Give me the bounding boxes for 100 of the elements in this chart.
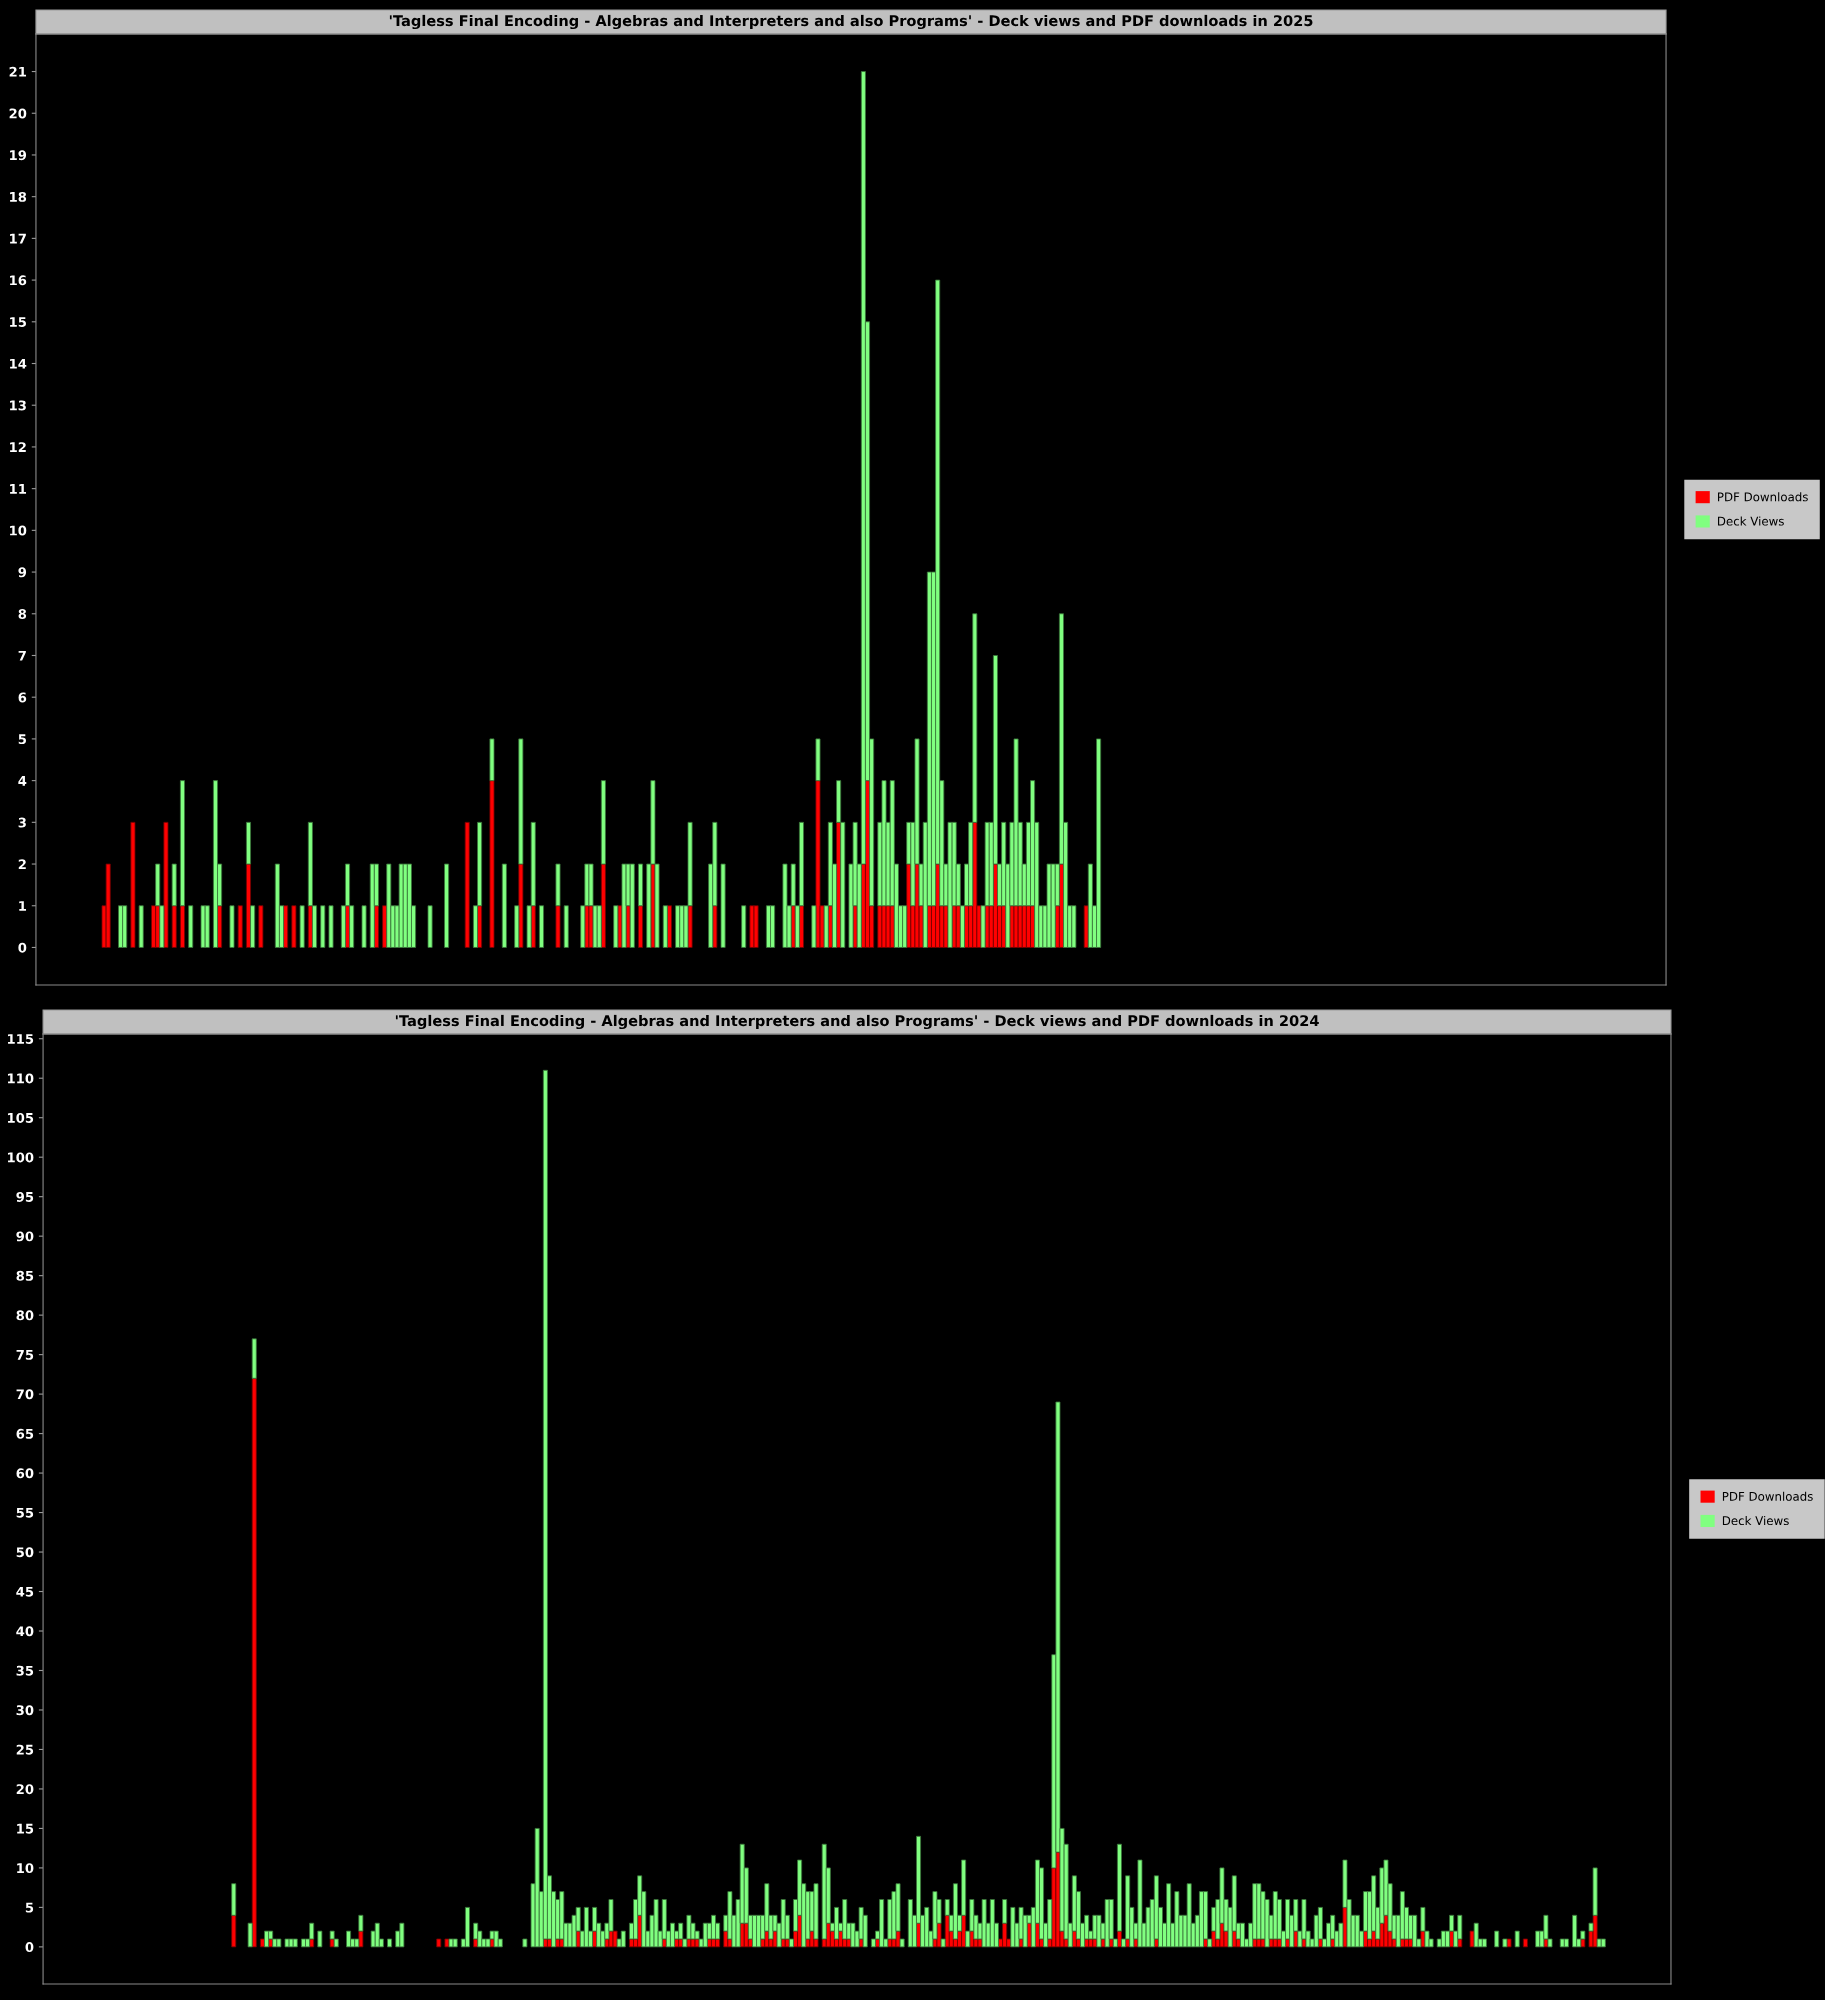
bar — [122, 905, 128, 948]
bar — [972, 821, 978, 948]
bar — [328, 905, 334, 948]
bar — [1240, 1922, 1245, 1948]
y-tick-label: 25 — [16, 1744, 34, 1755]
bar — [489, 780, 495, 948]
bar — [1116, 1843, 1122, 1932]
y-tick-label: 12 — [10, 442, 26, 452]
bar — [329, 1938, 335, 1948]
bar — [387, 1938, 393, 1948]
bar — [981, 1899, 987, 1948]
bar — [258, 905, 264, 948]
bar — [1186, 1883, 1192, 1948]
bar — [741, 905, 747, 948]
bar — [444, 1938, 450, 1948]
bar — [1050, 863, 1056, 948]
bar — [947, 821, 953, 948]
bar — [924, 1906, 930, 1948]
bar — [105, 863, 111, 948]
bar — [620, 1930, 626, 1948]
bar — [670, 1922, 675, 1948]
bar — [200, 905, 206, 948]
bar — [989, 1899, 995, 1948]
bar — [130, 821, 136, 948]
bar — [629, 863, 635, 948]
y-tick-label: 90 — [16, 1231, 34, 1242]
legend-label: Deck Views — [1722, 1515, 1789, 1526]
y-tick-label: 17 — [10, 233, 26, 244]
bar — [444, 863, 450, 948]
bar — [1087, 863, 1093, 948]
bar — [1502, 1938, 1508, 1948]
y-tick-label: 105 — [7, 1112, 34, 1123]
bar — [1580, 1938, 1586, 1948]
y-tick-label: 10 — [17, 1863, 34, 1874]
y-tick-label: 1 — [19, 901, 27, 911]
bar — [212, 780, 218, 948]
bar — [1002, 1899, 1008, 1924]
chart-title: 'Tagless Final Encoding - Algebras and Interpreters and also Programs' - Deck views and PDF downloads in 2024 — [395, 1014, 1319, 1030]
bar — [720, 863, 726, 948]
bar — [292, 1938, 298, 1948]
y-tick-label: 100 — [7, 1152, 34, 1163]
bar — [715, 1938, 721, 1948]
bar — [770, 905, 776, 948]
bar — [653, 1899, 659, 1948]
bar — [1563, 1938, 1569, 1948]
bar — [369, 863, 375, 948]
bar — [493, 1930, 499, 1948]
bar — [638, 905, 644, 948]
bar — [171, 863, 177, 907]
bar — [1096, 1914, 1102, 1948]
bar — [300, 1938, 306, 1948]
bar — [555, 863, 561, 907]
y-tick-label: 11 — [10, 484, 27, 494]
bar — [600, 780, 606, 865]
bar — [1600, 1938, 1606, 1948]
bar — [1338, 1922, 1344, 1948]
bar — [448, 1938, 454, 1948]
bar — [299, 905, 305, 948]
bar — [902, 905, 908, 948]
bar — [361, 905, 367, 948]
bar — [899, 1938, 905, 1948]
y-tick-label: 5 — [18, 734, 26, 745]
bar — [237, 905, 243, 948]
y-tick-label: 5 — [25, 1902, 34, 1913]
bar — [291, 905, 297, 948]
y-tick-label: 15 — [17, 1823, 34, 1834]
y-tick-label: 14 — [10, 358, 27, 369]
bar — [386, 863, 392, 948]
y-tick-label: 7 — [18, 650, 26, 661]
y-tick-label: 40 — [16, 1626, 34, 1637]
bar — [815, 738, 821, 782]
bar — [274, 863, 280, 948]
bar — [850, 1922, 856, 1948]
bar — [358, 1914, 364, 1932]
y-tick-label: 115 — [7, 1034, 34, 1044]
bar — [398, 863, 404, 948]
y-tick-label: 95 — [16, 1191, 34, 1202]
bar — [815, 780, 821, 948]
y-tick-label: 9 — [18, 567, 27, 578]
y-tick-label: 20 — [16, 1784, 34, 1795]
legend-label: PDF Downloads — [1718, 492, 1808, 502]
bar — [518, 863, 524, 948]
bar — [712, 905, 718, 948]
y-tick-label: 21 — [9, 66, 27, 77]
y-tick-label: 110 — [7, 1073, 34, 1084]
bar — [358, 1930, 364, 1948]
bar — [1174, 1891, 1180, 1948]
bar — [1481, 1938, 1487, 1948]
bar — [638, 863, 644, 907]
bar — [246, 821, 251, 865]
bar — [251, 1338, 257, 1379]
bar — [621, 863, 627, 948]
bar — [813, 1883, 819, 1940]
bar — [1559, 1938, 1565, 1948]
bar — [259, 1938, 265, 1948]
bar — [188, 905, 194, 948]
bar — [464, 821, 470, 948]
bar — [465, 1906, 470, 1948]
bar — [1494, 1930, 1500, 1948]
y-tick-label: 60 — [16, 1468, 34, 1479]
